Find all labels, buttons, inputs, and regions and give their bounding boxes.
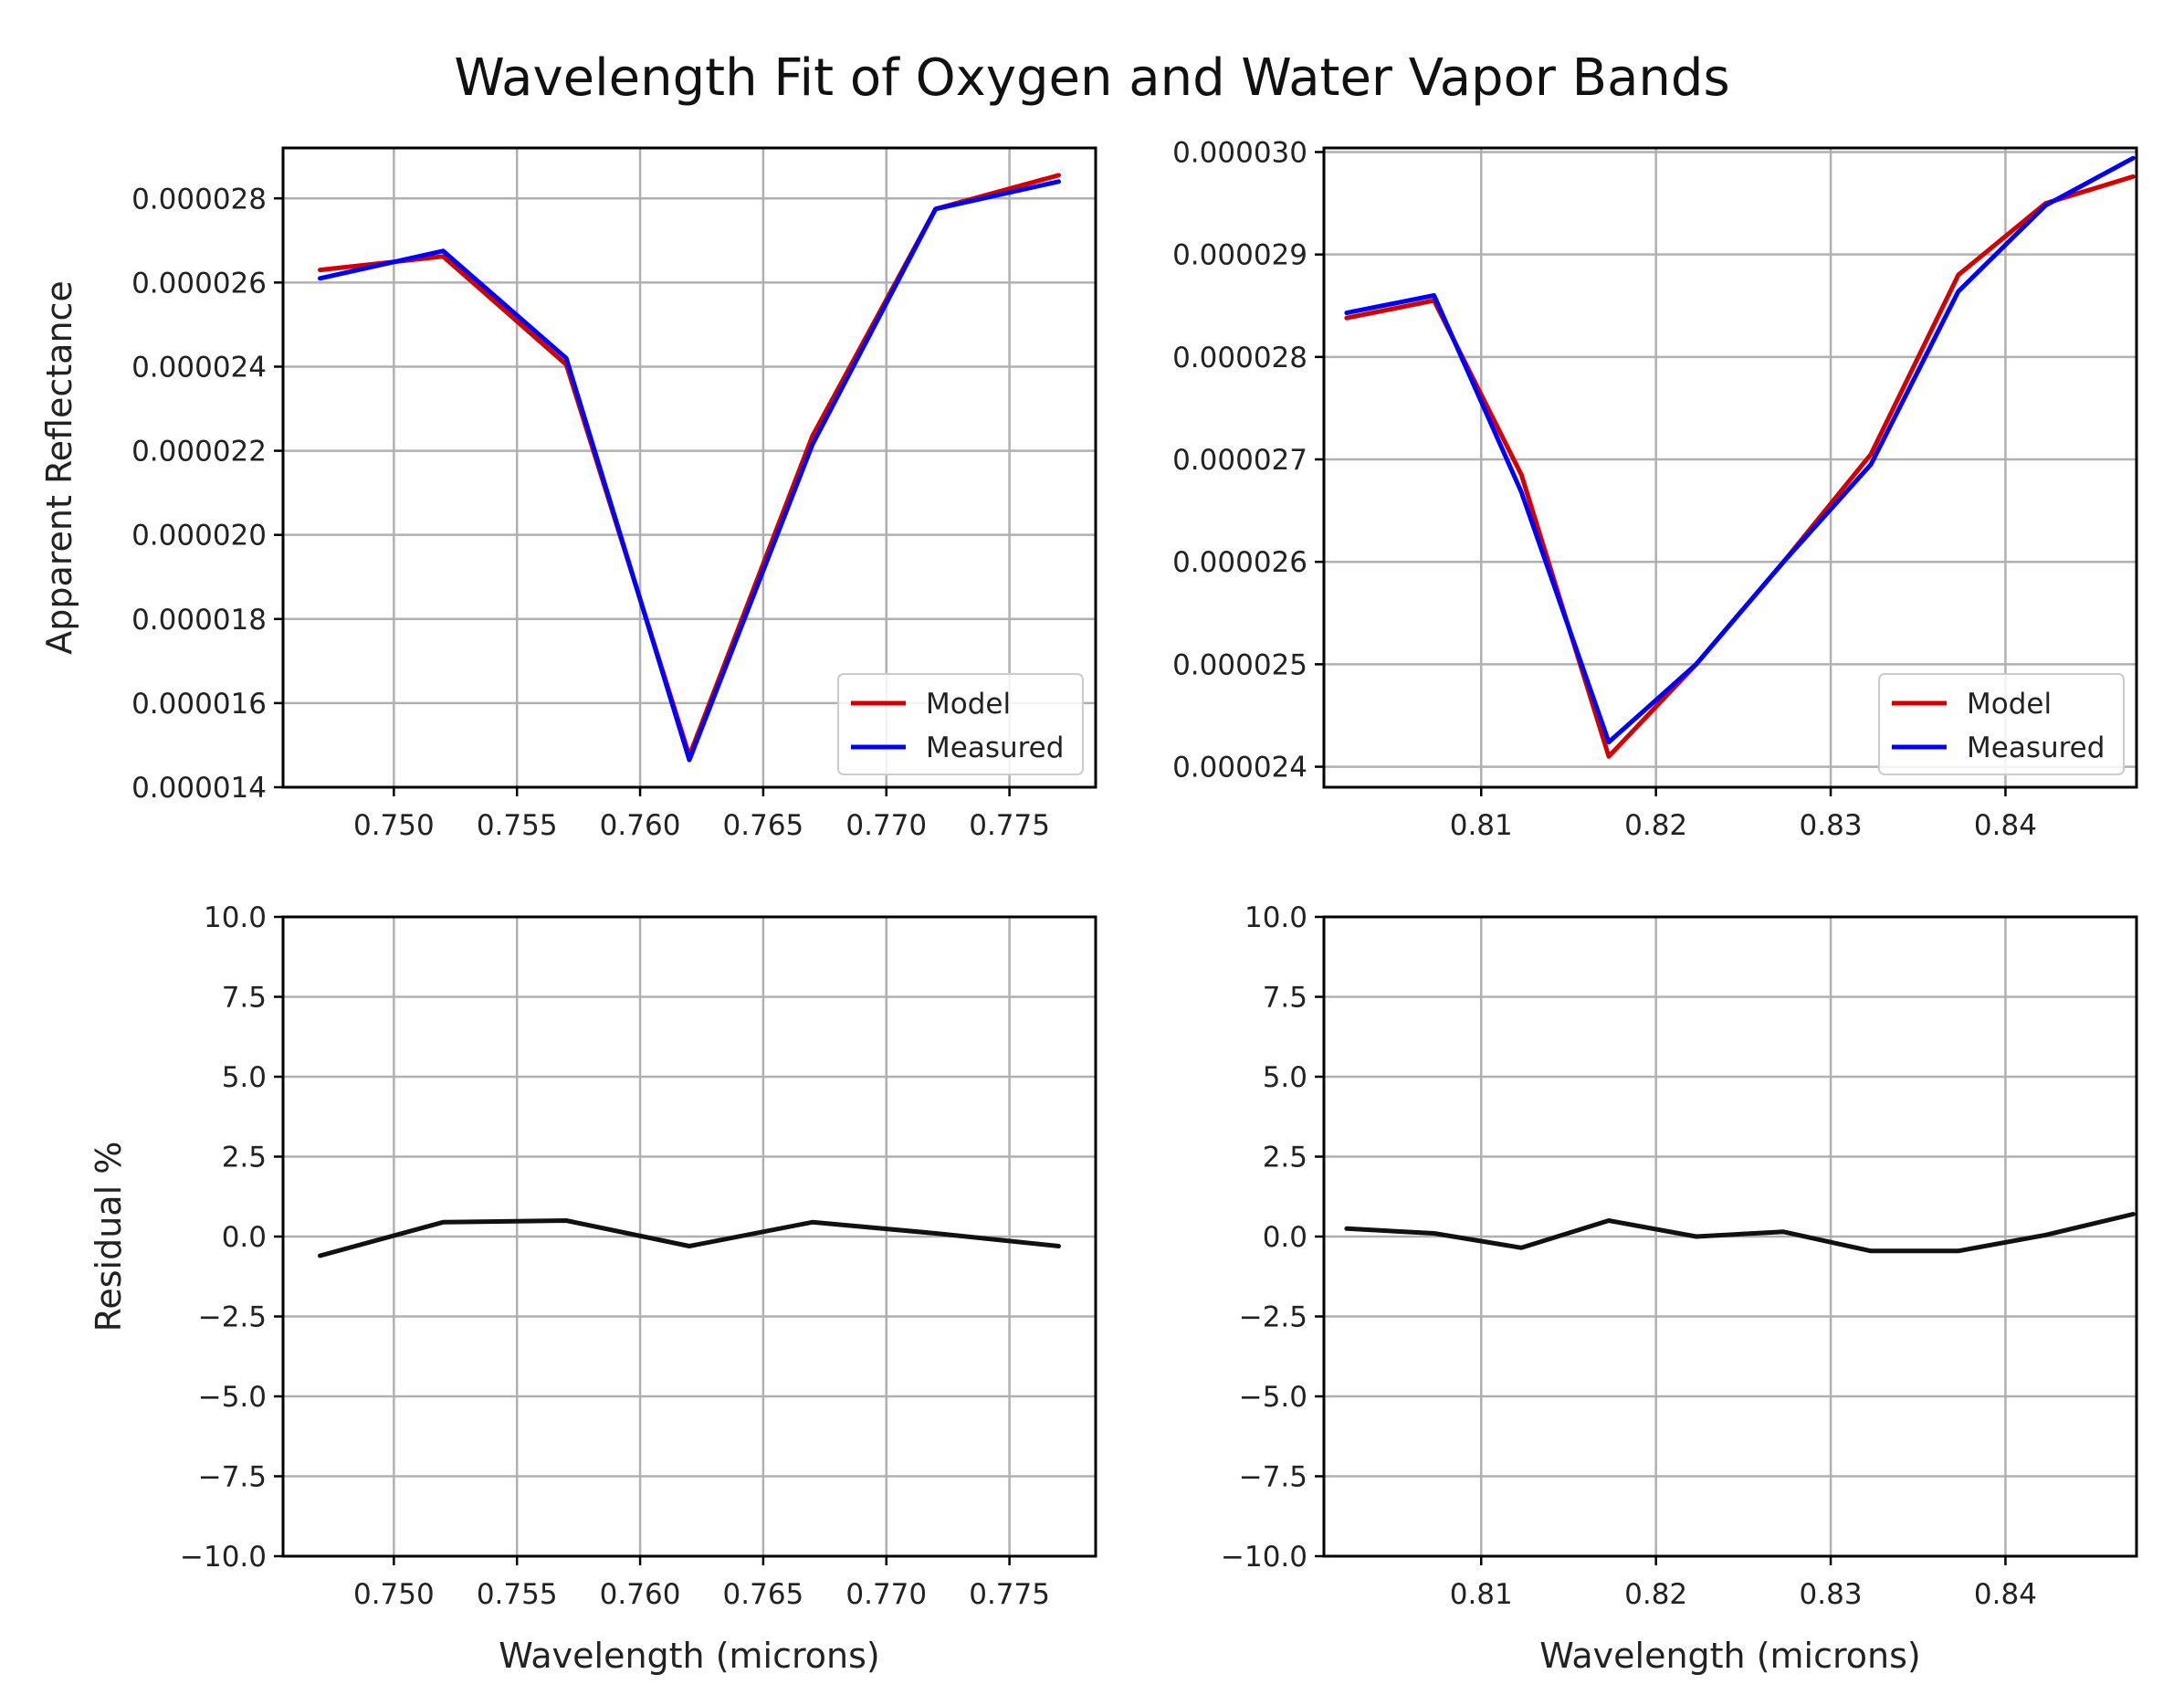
legend-label-measured: Measured	[926, 732, 1064, 764]
y-tick-label: 0.000024	[1172, 752, 1307, 784]
x-tick-label: 0.760	[600, 809, 681, 842]
y-tick-label: −10.0	[1221, 1541, 1307, 1574]
legend: Model Measured	[1878, 673, 2125, 775]
x-tick-label: 0.82	[1624, 809, 1687, 842]
y-tick-label: 0.000025	[1172, 648, 1307, 681]
y-tick-label: −7.5	[1239, 1461, 1307, 1494]
axes-frame	[1322, 146, 2138, 789]
x-axis-label: Wavelength (microns)	[499, 1636, 880, 1676]
y-tick-label: 0.000028	[1172, 342, 1307, 374]
y-tick-label: 2.5	[222, 1142, 267, 1174]
axes-frame	[1322, 915, 2138, 1558]
legend-label-measured: Measured	[1967, 732, 2105, 764]
x-tick-label: 0.84	[1974, 1578, 2037, 1611]
y-tick-label: 0.0	[1263, 1221, 1307, 1254]
x-tick-label: 0.755	[477, 809, 558, 842]
x-tick-label: 0.765	[723, 809, 804, 842]
y-axis-label: Residual %	[89, 1142, 129, 1332]
x-tick-label: 0.775	[969, 809, 1050, 842]
legend-label-model: Model	[926, 688, 1011, 721]
x-tick-label: 0.81	[1450, 1578, 1513, 1611]
x-tick-label: 0.83	[1800, 1578, 1863, 1611]
x-tick-label: 0.770	[845, 809, 927, 842]
axes-frame	[281, 146, 1097, 789]
y-tick-label: −5.0	[198, 1381, 267, 1414]
panel-bottom-left: 0.750 0.755 0.760 0.765 0.770 0.775 10.0 7.5 5.0…	[89, 901, 1097, 1676]
panel-bottom-right: 0.81 0.82 0.83 0.84 10.0 7.5 5.0 2.5 0.0 −2.5 −5.0…	[1221, 901, 2138, 1676]
y-tick-label: −2.5	[1239, 1301, 1307, 1334]
y-tick-label: 0.000029	[1172, 239, 1307, 272]
series-line-model	[1344, 174, 2136, 759]
y-tick-label: 10.0	[204, 901, 267, 934]
series-line-residual	[1344, 1212, 2136, 1254]
y-tick-label: 0.000022	[131, 436, 267, 468]
y-tick-label: 0.000020	[131, 520, 267, 553]
axes-frame	[281, 915, 1097, 1558]
y-tick-label: 0.000028	[131, 183, 267, 216]
y-tick-label: −7.5	[198, 1461, 267, 1494]
y-tick-label: 0.000026	[131, 267, 267, 300]
x-tick-label: 0.750	[353, 809, 435, 842]
series-line-measured	[318, 179, 1061, 763]
x-axis-label: Wavelength (microns)	[1539, 1636, 1921, 1676]
x-tick-label: 0.750	[353, 1578, 435, 1611]
y-tick-label: 7.5	[222, 982, 267, 1015]
y-tick-label: −5.0	[1239, 1381, 1307, 1414]
y-tick-label: 0.0	[222, 1221, 267, 1254]
x-tick-label: 0.775	[969, 1578, 1050, 1611]
x-tick-label: 0.770	[845, 1578, 927, 1611]
x-tick-label: 0.84	[1974, 809, 2037, 842]
x-tick-label: 0.82	[1624, 1578, 1687, 1611]
y-tick-label: 7.5	[1263, 982, 1307, 1015]
y-tick-label: 0.000026	[1172, 546, 1307, 579]
x-tick-label: 0.81	[1450, 809, 1513, 842]
legend: Model Measured	[837, 673, 1084, 775]
y-tick-label: 0.000016	[131, 688, 267, 721]
y-tick-label: 10.0	[1244, 901, 1307, 934]
y-axis-label: Apparent Reflectance	[39, 280, 79, 655]
y-tick-label: −10.0	[180, 1541, 267, 1574]
y-tick-label: 5.0	[1263, 1061, 1307, 1094]
x-tick-label: 0.755	[477, 1578, 558, 1611]
figure-title: Wavelength Fit of Oxygen and Water Vapor…	[454, 48, 1729, 108]
x-tick-label: 0.765	[723, 1578, 804, 1611]
y-tick-label: 0.000014	[131, 772, 267, 805]
y-tick-label: 0.000027	[1172, 444, 1307, 477]
x-tick-label: 0.83	[1800, 809, 1863, 842]
y-tick-label: 2.5	[1263, 1142, 1307, 1174]
series-line-measured	[1344, 155, 2136, 745]
series-line-residual	[318, 1218, 1061, 1258]
series-line-model	[318, 173, 1061, 758]
y-tick-label: 0.000030	[1172, 136, 1307, 169]
y-tick-label: 0.000024	[131, 351, 267, 384]
panel-top-right: 0.81 0.82 0.83 0.84 0.000024 0.000025 0.000026…	[1172, 136, 2138, 842]
legend-label-model: Model	[1967, 688, 2052, 721]
panel-top-left: 0.750 0.755 0.760 0.765 0.770 0.775 0.000014 0.…	[39, 146, 1097, 842]
y-tick-label: 5.0	[222, 1061, 267, 1094]
y-tick-label: −2.5	[198, 1301, 267, 1334]
y-tick-label: 0.000018	[131, 604, 267, 637]
x-tick-label: 0.760	[600, 1578, 681, 1611]
